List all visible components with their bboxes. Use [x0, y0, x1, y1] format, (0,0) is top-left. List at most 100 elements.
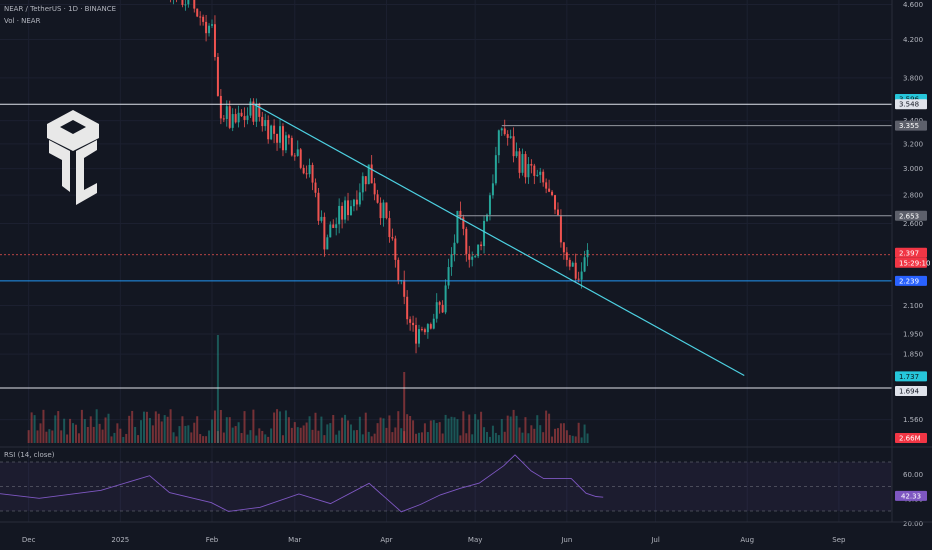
candle-body [486, 214, 489, 221]
volume-bar [536, 415, 539, 443]
volume-bar [196, 416, 199, 443]
candle-body [524, 154, 527, 178]
volume-bar [219, 409, 222, 443]
candle-body [391, 237, 394, 239]
volume-bar [208, 430, 211, 443]
volume-bar [441, 433, 444, 443]
volume-bar [231, 427, 234, 443]
symbol-header: NEAR / TetherUS · 1D · BINANCE [4, 5, 117, 13]
volume-bar [175, 436, 178, 443]
candle-body [358, 192, 361, 205]
candle-body [574, 262, 577, 279]
candle-body [308, 164, 311, 175]
candle-body [205, 21, 208, 34]
rsi-tick-2: 20.00 [903, 520, 923, 528]
volume-bar [488, 436, 491, 443]
volume-bar [246, 434, 249, 443]
price-label-7: 1.737 [899, 373, 919, 381]
price-label-9: 2.66M [899, 435, 921, 443]
candle-body [311, 164, 314, 183]
volume-bar [314, 412, 317, 443]
candle-body [252, 101, 255, 122]
volume-bar [264, 434, 267, 443]
volume-bar [344, 414, 347, 443]
candle-body [225, 106, 228, 119]
volume-bar [432, 420, 435, 443]
volume-bar [352, 430, 355, 443]
volume-bar [420, 432, 423, 443]
candle-body [196, 8, 199, 17]
volume-bar [465, 433, 468, 443]
volume-bar [205, 436, 208, 443]
time-tick-2: Feb [206, 536, 219, 544]
candle-body [562, 242, 565, 253]
candle-body [323, 216, 326, 250]
volume-bar [202, 436, 205, 443]
volume-bar [107, 413, 110, 443]
price-label-bg [895, 433, 927, 443]
candle-body [264, 120, 267, 127]
volume-bar [412, 420, 415, 443]
candle-body [512, 136, 515, 157]
price-label-bg [895, 371, 927, 382]
volume-bar [222, 432, 225, 443]
chart-grid [0, 0, 892, 522]
candle-body [299, 149, 302, 168]
time-tick-9: Sep [832, 536, 846, 544]
volume-bar [500, 419, 503, 443]
volume-bar [66, 434, 69, 443]
volume-bar [284, 410, 287, 443]
volume-bar [69, 418, 72, 443]
volume-bar [403, 431, 406, 443]
volume-bar [426, 432, 429, 443]
volume-bar [273, 412, 276, 443]
candle-body [193, 0, 196, 9]
candle-body [388, 218, 391, 238]
candle-body [536, 174, 539, 176]
candle-body [420, 329, 423, 331]
volume-bar [77, 433, 80, 443]
candle-body [518, 151, 521, 173]
time-tick-1: 2025 [111, 536, 129, 544]
volume-bar [417, 432, 420, 443]
volume-bar [574, 436, 577, 443]
volume-bar [394, 427, 397, 443]
volume-bar [216, 431, 219, 443]
volume-bar [438, 422, 441, 443]
volume-bar [471, 434, 474, 443]
volume-bar [435, 422, 438, 443]
time-axis: Dec 2025 Feb Mar Apr May Jun Jul Aug Sep [0, 521, 932, 544]
candle-body [382, 202, 385, 219]
candle-body [412, 322, 415, 326]
volume-bar [341, 417, 344, 443]
candle-body [556, 209, 559, 216]
volume-bar [512, 409, 515, 443]
candle-body [302, 167, 305, 174]
candle-body [545, 182, 548, 189]
volume-bar [559, 423, 562, 443]
candle-body [468, 253, 471, 260]
rsi-line [0, 454, 604, 513]
candle-body [338, 205, 341, 225]
volume-bar [86, 426, 89, 443]
volume-bar [157, 413, 160, 443]
price-label-3: 2.653 [899, 212, 919, 220]
candle-body [231, 114, 234, 128]
volume-bar [497, 435, 500, 443]
volume-bar [509, 416, 512, 443]
time-tick-3: Mar [288, 536, 301, 544]
candle-body [349, 206, 352, 216]
candle-body [216, 56, 219, 96]
volume-bar [515, 415, 518, 443]
time-tick-6: Jun [560, 536, 572, 544]
candle-body [293, 155, 296, 157]
volume-bar [101, 429, 104, 443]
candle-body [447, 267, 450, 286]
volume-bar [583, 424, 586, 443]
candle-body [237, 112, 240, 123]
volume-bar [491, 425, 494, 443]
volume-bar [45, 431, 48, 443]
volume-bar [276, 409, 279, 443]
candle-body [240, 112, 243, 117]
